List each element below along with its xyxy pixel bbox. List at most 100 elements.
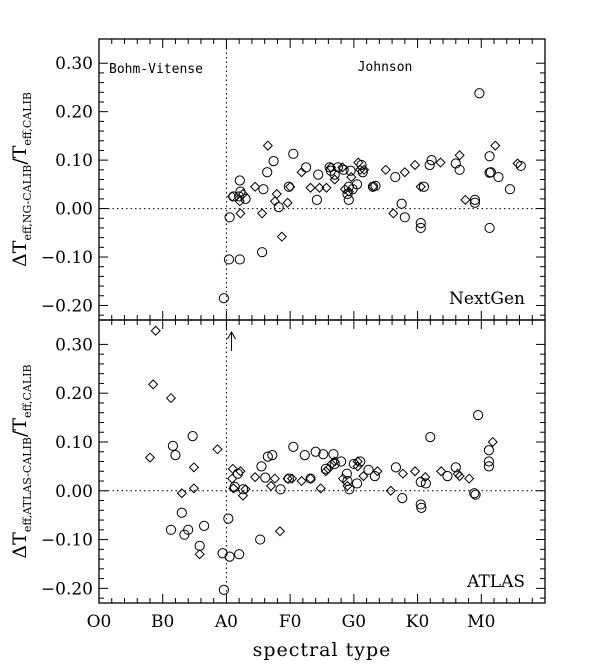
data-point-circle [262, 451, 273, 462]
data-point-circle [332, 162, 344, 173]
data-point-diamond [296, 475, 307, 487]
data-point-circle [257, 247, 268, 258]
data-point-circle [255, 534, 266, 545]
data-point-circle [450, 158, 461, 169]
data-point-circle [469, 488, 480, 499]
x-tick-label: A0 [214, 612, 238, 632]
data-point-circle [240, 193, 251, 204]
data-point-circle [223, 513, 234, 524]
upper-limit-arrow-head [227, 330, 236, 340]
data-point-circle [484, 151, 495, 162]
data-point-circle [483, 461, 495, 472]
y-axis-label-part: eff,CALIB [21, 364, 34, 418]
data-point-circle [418, 181, 430, 192]
data-point-diamond [276, 231, 287, 242]
plot-frame [98, 38, 546, 321]
data-point-diamond [342, 480, 353, 492]
x-tick-label: F0 [279, 612, 302, 632]
data-point-circle [176, 507, 187, 518]
data-point-diamond [355, 164, 366, 175]
data-point-diamond [237, 188, 249, 200]
data-point-diamond [325, 162, 337, 173]
data-point-diamond [454, 471, 465, 482]
data-point-diamond [346, 171, 357, 183]
data-point-diamond [337, 162, 348, 173]
data-point-circle [318, 449, 329, 460]
data-point-circle [483, 456, 495, 467]
data-point-diamond [269, 196, 280, 207]
data-point-diamond [329, 174, 340, 185]
data-point-diamond [358, 471, 369, 482]
region-label-left: Bohm-Vitense [109, 62, 203, 77]
data-point-circle [474, 88, 485, 99]
data-point-circle [218, 584, 229, 595]
data-point-diamond [282, 197, 293, 208]
data-point-diamond [315, 483, 326, 494]
data-point-diamond [409, 466, 421, 477]
data-point-diamond [194, 549, 205, 560]
data-point-diamond [388, 208, 399, 219]
data-point-circle [416, 502, 427, 513]
y-tick-label: 0.00 [55, 482, 93, 502]
data-point-circle [283, 181, 294, 192]
data-point-diamond [399, 167, 410, 178]
data-point-circle [234, 549, 245, 560]
data-point-circle [415, 222, 426, 234]
data-point-circle [351, 478, 363, 489]
data-point-circle [397, 492, 408, 504]
y-axis-label: ΔTeff,NG-CALIB/Teff,CALIB [9, 92, 34, 267]
data-point-diamond [380, 164, 391, 175]
data-point-circle [217, 548, 228, 559]
data-point-circle [415, 218, 426, 229]
data-point-circle [336, 456, 347, 467]
data-point-circle [224, 212, 235, 223]
data-point-circle [256, 461, 267, 472]
y-axis-label-part: /T [9, 145, 31, 164]
data-point-circle [420, 478, 431, 489]
y-axis-label-part: eff,NG-CALIB [21, 165, 34, 241]
y-tick-label: −0.10 [41, 248, 93, 268]
data-point-diamond [188, 483, 200, 494]
data-point-diamond [274, 526, 286, 537]
data-point-circle [325, 165, 337, 176]
data-point-circle [305, 473, 316, 484]
data-point-diamond [234, 196, 245, 207]
region-label-right: Johnson [358, 60, 413, 75]
y-tick-label: −0.20 [41, 579, 93, 599]
data-point-diamond [285, 181, 296, 192]
data-point-diamond [420, 472, 431, 483]
data-point-circle [485, 167, 496, 178]
y-tick-label: 0.10 [55, 151, 93, 171]
data-point-circle [329, 169, 340, 180]
data-point-circle [310, 446, 321, 457]
data-point-diamond [265, 480, 277, 492]
data-point-diamond [343, 186, 354, 197]
data-point-diamond [212, 444, 223, 455]
data-point-diamond [227, 463, 238, 474]
data-point-circle [473, 410, 484, 421]
data-point-circle [363, 464, 374, 475]
data-point-diamond [329, 456, 340, 467]
data-point-circle [483, 445, 495, 456]
data-point-diamond [415, 181, 426, 192]
data-point-diamond [314, 182, 325, 193]
data-point-circle [199, 520, 210, 532]
y-tick-label: 0.00 [55, 200, 93, 220]
data-point-diamond [397, 468, 409, 479]
data-point-circle [369, 471, 380, 482]
x-tick-label: G0 [342, 612, 366, 632]
data-point-diamond [352, 456, 363, 467]
data-point-diamond [454, 150, 465, 161]
y-axis-label-part: eff,ATLAS-CALIB [21, 437, 34, 532]
y-axis-label-part: ΔT [9, 532, 31, 559]
data-point-diamond [249, 472, 261, 483]
data-point-circle [170, 450, 181, 461]
data-point-circle [268, 155, 279, 167]
plot-nextgen: −0.20 −0.10 0.00 0.10 0.20 0.30 ΔTeff,NG-CALIB… [9, 38, 546, 321]
data-point-diamond [305, 182, 316, 193]
data-point-diamond [144, 452, 156, 463]
data-point-circle [283, 473, 294, 484]
data-point-diamond [464, 473, 475, 484]
data-point-circle [167, 440, 179, 451]
data-point-diamond [435, 157, 446, 168]
